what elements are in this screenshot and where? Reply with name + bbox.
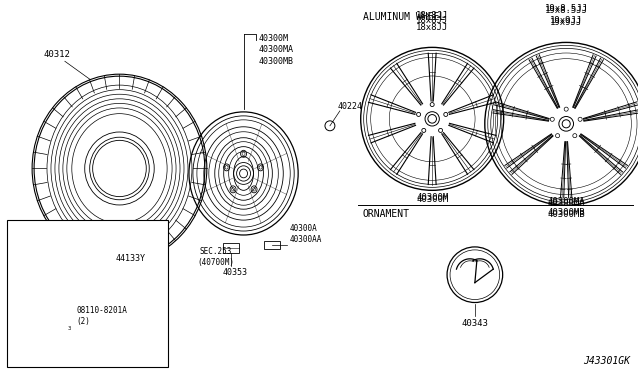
Bar	[264, 241, 280, 249]
Text: 19x8.5JJ
19x9JJ: 19x8.5JJ 19x9JJ	[545, 4, 588, 25]
Bar	[7, 220, 168, 367]
Text: 40300MA
40300MB: 40300MA 40300MB	[547, 197, 585, 217]
Text: 40300M: 40300M	[416, 193, 448, 202]
Bar	[34, 273, 48, 308]
Text: 18x8JJ: 18x8JJ	[416, 16, 448, 25]
Text: 18x8JJ: 18x8JJ	[416, 10, 448, 20]
Text: 08110-8201A
(2): 08110-8201A (2)	[77, 306, 127, 326]
Text: 40300M: 40300M	[416, 195, 448, 204]
Text: J43301GK: J43301GK	[583, 356, 630, 366]
Bar	[223, 243, 239, 253]
Text: 40300A
40300AA: 40300A 40300AA	[289, 224, 322, 244]
Text: 44133Y: 44133Y	[115, 254, 145, 263]
Text: ALUMINUM WHEEL: ALUMINUM WHEEL	[363, 12, 445, 22]
Text: 19x8.5JJ
19x9JJ: 19x8.5JJ 19x9JJ	[545, 6, 588, 26]
Text: 40353: 40353	[223, 268, 248, 277]
Text: 40224: 40224	[338, 102, 363, 111]
Text: ORNAMENT: ORNAMENT	[363, 209, 410, 219]
Text: SEC.253
(40700M): SEC.253 (40700M)	[197, 247, 234, 267]
Text: 3: 3	[67, 326, 70, 331]
Text: 40312: 40312	[43, 50, 70, 59]
Bar	[31, 268, 51, 313]
Text: 40300MA
40300MB: 40300MA 40300MB	[547, 199, 585, 219]
Text: 18x8JJ: 18x8JJ	[416, 22, 448, 32]
Text: 40300M
40300MA
40300MB: 40300M 40300MA 40300MB	[259, 33, 294, 66]
Text: 40343: 40343	[461, 319, 488, 328]
